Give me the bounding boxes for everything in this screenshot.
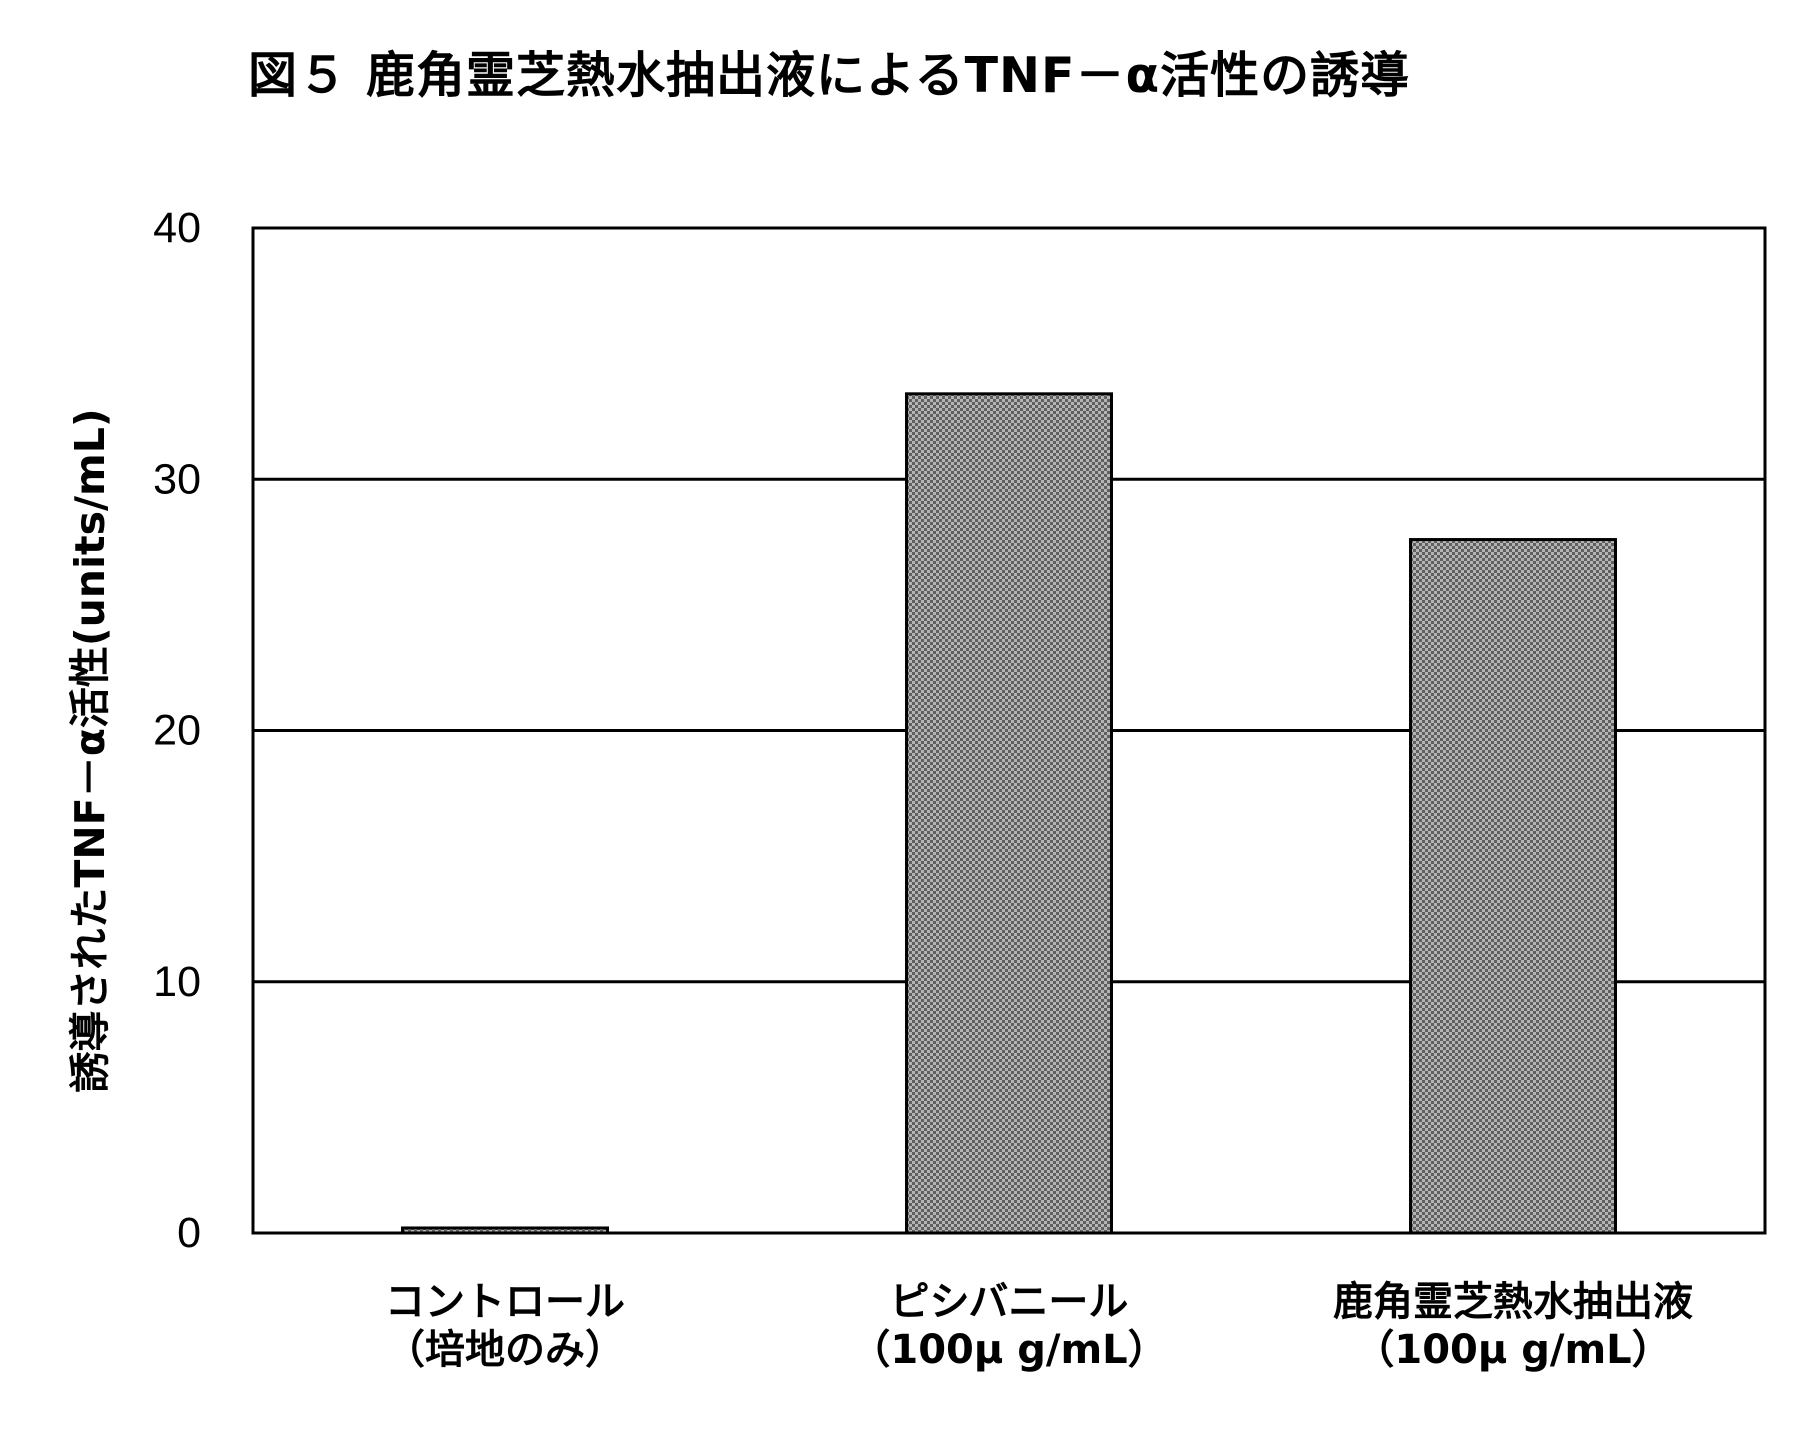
category-label: ピシバニール（100μ g/mL） <box>850 1279 1167 1373</box>
category-labels: コントロール（培地のみ） ピシバニール（100μ g/mL） 鹿角霊芝熱水抽出液（1… <box>385 1279 1693 1373</box>
y-tick-label: 10 <box>153 958 201 1006</box>
plot-frame <box>251 226 1767 1235</box>
y-tick-label: 20 <box>153 707 201 755</box>
bar <box>1409 538 1617 1235</box>
y-tick-label: 30 <box>153 455 201 503</box>
y-tick-label: 40 <box>153 204 201 252</box>
y-axis-label: 誘導されたTNF－α活性(units/mL) <box>66 408 114 1092</box>
y-tick-labels: 0 10 20 30 40 <box>153 204 201 1257</box>
y-tick-label: 0 <box>177 1209 201 1257</box>
bars <box>401 392 1617 1235</box>
bar <box>905 392 1113 1235</box>
chart-title: 図５ 鹿角霊芝熱水抽出液によるTNF－α活性の誘導 <box>248 47 1411 104</box>
category-label: コントロール（培地のみ） <box>385 1279 625 1373</box>
category-label: 鹿角霊芝熱水抽出液（100μ g/mL） <box>1333 1279 1693 1373</box>
